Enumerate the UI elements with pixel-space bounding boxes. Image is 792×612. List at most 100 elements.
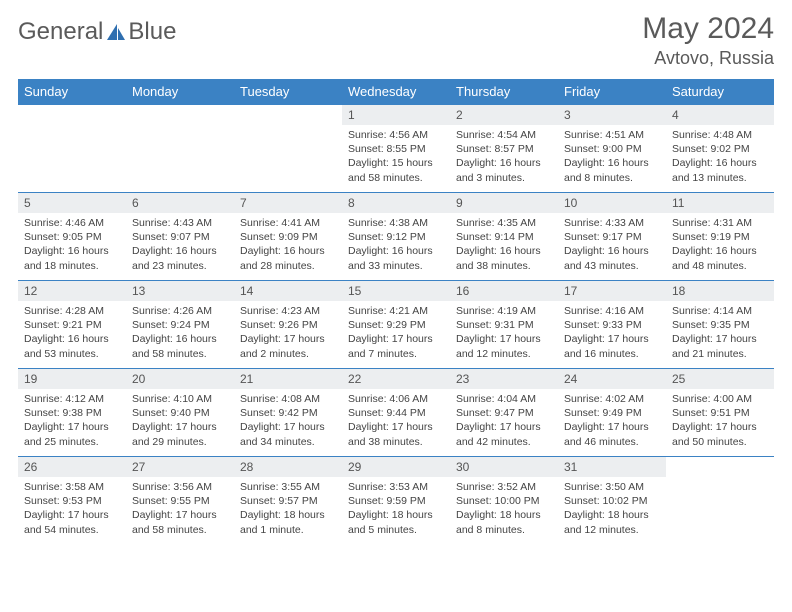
day-number: 15	[342, 281, 450, 301]
sail-icon	[105, 22, 127, 42]
day-details: Sunrise: 3:58 AMSunset: 9:53 PMDaylight:…	[18, 477, 126, 541]
day-number: 9	[450, 193, 558, 213]
day-number: 27	[126, 457, 234, 477]
calendar-day: 24Sunrise: 4:02 AMSunset: 9:49 PMDayligh…	[558, 369, 666, 457]
day-details: Sunrise: 4:19 AMSunset: 9:31 PMDaylight:…	[450, 301, 558, 365]
day-number: 12	[18, 281, 126, 301]
calendar-day: 2Sunrise: 4:54 AMSunset: 8:57 PMDaylight…	[450, 105, 558, 193]
calendar-day	[126, 105, 234, 193]
month-title: May 2024	[642, 12, 774, 46]
calendar-day: 5Sunrise: 4:46 AMSunset: 9:05 PMDaylight…	[18, 193, 126, 281]
calendar-table: SundayMondayTuesdayWednesdayThursdayFrid…	[18, 79, 774, 545]
day-number: 31	[558, 457, 666, 477]
calendar-day: 20Sunrise: 4:10 AMSunset: 9:40 PMDayligh…	[126, 369, 234, 457]
day-details: Sunrise: 4:43 AMSunset: 9:07 PMDaylight:…	[126, 213, 234, 277]
weekday-header: Monday	[126, 79, 234, 105]
day-details: Sunrise: 4:31 AMSunset: 9:19 PMDaylight:…	[666, 213, 774, 277]
day-details: Sunrise: 4:00 AMSunset: 9:51 PMDaylight:…	[666, 389, 774, 453]
day-number: 23	[450, 369, 558, 389]
day-details: Sunrise: 4:04 AMSunset: 9:47 PMDaylight:…	[450, 389, 558, 453]
weekday-header: Friday	[558, 79, 666, 105]
day-details: Sunrise: 4:08 AMSunset: 9:42 PMDaylight:…	[234, 389, 342, 453]
calendar-day	[18, 105, 126, 193]
day-details: Sunrise: 3:55 AMSunset: 9:57 PMDaylight:…	[234, 477, 342, 541]
calendar-week: 26Sunrise: 3:58 AMSunset: 9:53 PMDayligh…	[18, 457, 774, 545]
calendar-day: 26Sunrise: 3:58 AMSunset: 9:53 PMDayligh…	[18, 457, 126, 545]
day-number: 17	[558, 281, 666, 301]
day-details: Sunrise: 3:53 AMSunset: 9:59 PMDaylight:…	[342, 477, 450, 541]
location: Avtovo, Russia	[642, 48, 774, 69]
calendar-day: 14Sunrise: 4:23 AMSunset: 9:26 PMDayligh…	[234, 281, 342, 369]
day-number: 26	[18, 457, 126, 477]
brand-part1: General	[18, 18, 103, 46]
day-number: 28	[234, 457, 342, 477]
calendar-day: 17Sunrise: 4:16 AMSunset: 9:33 PMDayligh…	[558, 281, 666, 369]
day-number: 30	[450, 457, 558, 477]
day-number: 4	[666, 105, 774, 125]
calendar-day: 8Sunrise: 4:38 AMSunset: 9:12 PMDaylight…	[342, 193, 450, 281]
weekday-header: Tuesday	[234, 79, 342, 105]
calendar-day: 3Sunrise: 4:51 AMSunset: 9:00 PMDaylight…	[558, 105, 666, 193]
weekday-header: Saturday	[666, 79, 774, 105]
calendar-week: 19Sunrise: 4:12 AMSunset: 9:38 PMDayligh…	[18, 369, 774, 457]
calendar-day: 12Sunrise: 4:28 AMSunset: 9:21 PMDayligh…	[18, 281, 126, 369]
calendar-body: 1Sunrise: 4:56 AMSunset: 8:55 PMDaylight…	[18, 105, 774, 545]
day-number: 22	[342, 369, 450, 389]
day-details: Sunrise: 4:28 AMSunset: 9:21 PMDaylight:…	[18, 301, 126, 365]
calendar-day: 21Sunrise: 4:08 AMSunset: 9:42 PMDayligh…	[234, 369, 342, 457]
day-number: 13	[126, 281, 234, 301]
day-details: Sunrise: 4:12 AMSunset: 9:38 PMDaylight:…	[18, 389, 126, 453]
day-details: Sunrise: 3:56 AMSunset: 9:55 PMDaylight:…	[126, 477, 234, 541]
calendar-day	[666, 457, 774, 545]
day-details: Sunrise: 4:33 AMSunset: 9:17 PMDaylight:…	[558, 213, 666, 277]
weekday-header: Thursday	[450, 79, 558, 105]
day-number: 14	[234, 281, 342, 301]
calendar-day: 7Sunrise: 4:41 AMSunset: 9:09 PMDaylight…	[234, 193, 342, 281]
day-details: Sunrise: 4:21 AMSunset: 9:29 PMDaylight:…	[342, 301, 450, 365]
day-number: 1	[342, 105, 450, 125]
calendar-day: 4Sunrise: 4:48 AMSunset: 9:02 PMDaylight…	[666, 105, 774, 193]
day-number: 29	[342, 457, 450, 477]
calendar-day: 29Sunrise: 3:53 AMSunset: 9:59 PMDayligh…	[342, 457, 450, 545]
calendar-day: 13Sunrise: 4:26 AMSunset: 9:24 PMDayligh…	[126, 281, 234, 369]
weekday-header: Wednesday	[342, 79, 450, 105]
day-details: Sunrise: 4:35 AMSunset: 9:14 PMDaylight:…	[450, 213, 558, 277]
day-details: Sunrise: 4:54 AMSunset: 8:57 PMDaylight:…	[450, 125, 558, 189]
day-details: Sunrise: 4:51 AMSunset: 9:00 PMDaylight:…	[558, 125, 666, 189]
calendar-day: 27Sunrise: 3:56 AMSunset: 9:55 PMDayligh…	[126, 457, 234, 545]
calendar-day: 1Sunrise: 4:56 AMSunset: 8:55 PMDaylight…	[342, 105, 450, 193]
day-number: 3	[558, 105, 666, 125]
day-details: Sunrise: 4:56 AMSunset: 8:55 PMDaylight:…	[342, 125, 450, 189]
day-number: 7	[234, 193, 342, 213]
calendar-head: SundayMondayTuesdayWednesdayThursdayFrid…	[18, 79, 774, 105]
day-details: Sunrise: 3:50 AMSunset: 10:02 PMDaylight…	[558, 477, 666, 541]
day-details: Sunrise: 4:10 AMSunset: 9:40 PMDaylight:…	[126, 389, 234, 453]
calendar-day: 16Sunrise: 4:19 AMSunset: 9:31 PMDayligh…	[450, 281, 558, 369]
calendar-day: 15Sunrise: 4:21 AMSunset: 9:29 PMDayligh…	[342, 281, 450, 369]
day-number: 25	[666, 369, 774, 389]
calendar-week: 12Sunrise: 4:28 AMSunset: 9:21 PMDayligh…	[18, 281, 774, 369]
day-details: Sunrise: 4:06 AMSunset: 9:44 PMDaylight:…	[342, 389, 450, 453]
day-details: Sunrise: 4:38 AMSunset: 9:12 PMDaylight:…	[342, 213, 450, 277]
day-number: 8	[342, 193, 450, 213]
day-number: 21	[234, 369, 342, 389]
calendar-day: 31Sunrise: 3:50 AMSunset: 10:02 PMDaylig…	[558, 457, 666, 545]
day-details: Sunrise: 4:46 AMSunset: 9:05 PMDaylight:…	[18, 213, 126, 277]
day-details: Sunrise: 4:23 AMSunset: 9:26 PMDaylight:…	[234, 301, 342, 365]
day-details: Sunrise: 4:14 AMSunset: 9:35 PMDaylight:…	[666, 301, 774, 365]
day-number: 20	[126, 369, 234, 389]
day-number: 6	[126, 193, 234, 213]
day-details: Sunrise: 4:02 AMSunset: 9:49 PMDaylight:…	[558, 389, 666, 453]
day-number: 11	[666, 193, 774, 213]
calendar-week: 5Sunrise: 4:46 AMSunset: 9:05 PMDaylight…	[18, 193, 774, 281]
calendar-day: 23Sunrise: 4:04 AMSunset: 9:47 PMDayligh…	[450, 369, 558, 457]
day-details: Sunrise: 4:16 AMSunset: 9:33 PMDaylight:…	[558, 301, 666, 365]
calendar-day: 22Sunrise: 4:06 AMSunset: 9:44 PMDayligh…	[342, 369, 450, 457]
day-number: 24	[558, 369, 666, 389]
brand-part2: Blue	[128, 18, 176, 46]
calendar-day: 6Sunrise: 4:43 AMSunset: 9:07 PMDaylight…	[126, 193, 234, 281]
calendar-week: 1Sunrise: 4:56 AMSunset: 8:55 PMDaylight…	[18, 105, 774, 193]
calendar-day: 30Sunrise: 3:52 AMSunset: 10:00 PMDaylig…	[450, 457, 558, 545]
calendar-day: 18Sunrise: 4:14 AMSunset: 9:35 PMDayligh…	[666, 281, 774, 369]
day-details: Sunrise: 3:52 AMSunset: 10:00 PMDaylight…	[450, 477, 558, 541]
